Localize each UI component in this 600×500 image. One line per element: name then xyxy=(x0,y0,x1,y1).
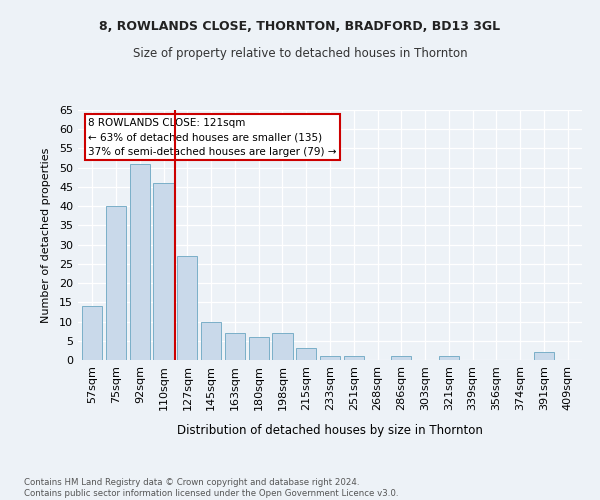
Y-axis label: Number of detached properties: Number of detached properties xyxy=(41,148,50,322)
Bar xyxy=(154,183,173,360)
Bar xyxy=(534,352,554,360)
Text: 8 ROWLANDS CLOSE: 121sqm
← 63% of detached houses are smaller (135)
37% of semi-: 8 ROWLANDS CLOSE: 121sqm ← 63% of detach… xyxy=(88,118,337,157)
Bar xyxy=(296,348,316,360)
Bar xyxy=(391,356,412,360)
Bar xyxy=(130,164,150,360)
Text: Contains HM Land Registry data © Crown copyright and database right 2024.
Contai: Contains HM Land Registry data © Crown c… xyxy=(24,478,398,498)
Text: Size of property relative to detached houses in Thornton: Size of property relative to detached ho… xyxy=(133,48,467,60)
Bar xyxy=(439,356,459,360)
Bar xyxy=(106,206,126,360)
Bar xyxy=(82,306,103,360)
Bar xyxy=(248,337,269,360)
Bar xyxy=(344,356,364,360)
X-axis label: Distribution of detached houses by size in Thornton: Distribution of detached houses by size … xyxy=(177,424,483,437)
Text: 8, ROWLANDS CLOSE, THORNTON, BRADFORD, BD13 3GL: 8, ROWLANDS CLOSE, THORNTON, BRADFORD, B… xyxy=(100,20,500,33)
Bar xyxy=(177,256,197,360)
Bar xyxy=(201,322,221,360)
Bar xyxy=(225,333,245,360)
Bar xyxy=(320,356,340,360)
Bar xyxy=(272,333,293,360)
